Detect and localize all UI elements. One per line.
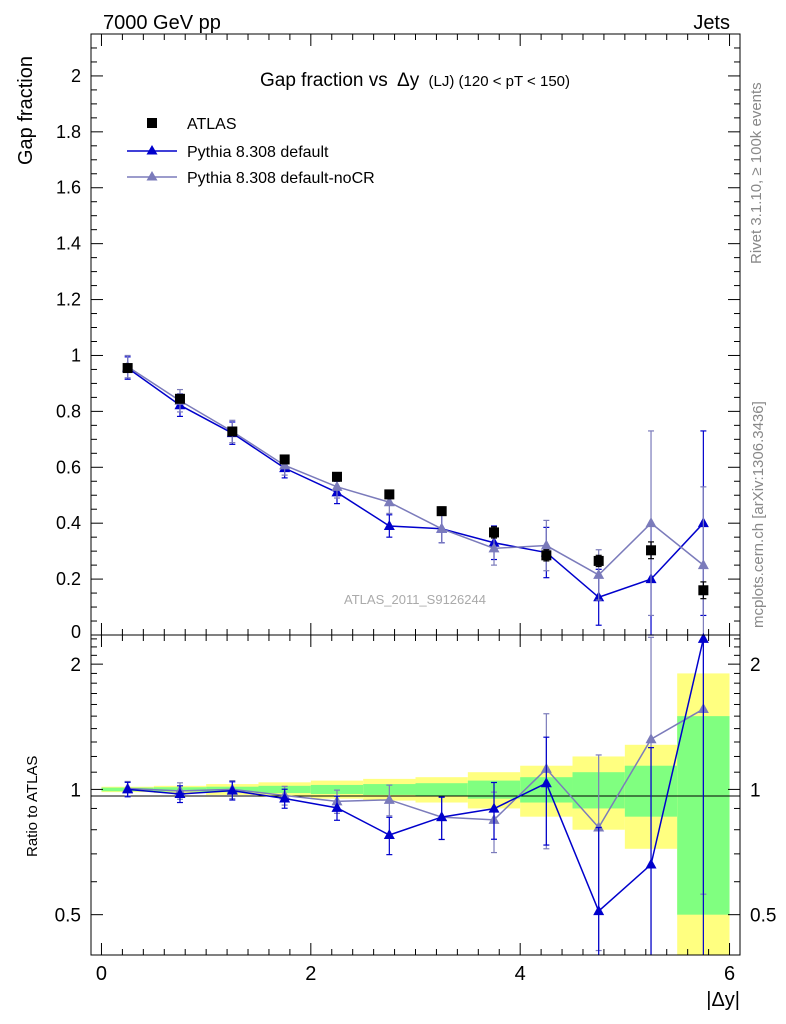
pythia-nocr-point (331, 480, 343, 491)
y-tick-label: 0.6 (56, 457, 81, 477)
atlas-point (227, 426, 238, 437)
mcplots-label: mcplots.cern.ch [arXiv:1306.3436] (750, 401, 767, 628)
pythia-nocr-point (383, 496, 395, 507)
ratio-pythia-default-point (697, 632, 709, 643)
legend-marker-atlas (147, 118, 157, 128)
ratio-y-tick-label-right: 0.5 (750, 906, 776, 927)
legend-label-nocr: Pythia 8.308 default-noCR (187, 170, 375, 187)
ratio-pythia-default-point (279, 792, 291, 803)
x-tick-label: 2 (305, 963, 316, 985)
atlas-point (698, 585, 709, 596)
x-tick-label: 4 (515, 963, 526, 985)
rivet-label: Rivet 3.1.10, ≥ 100k events (748, 82, 765, 264)
plot-title-main: Gap fraction vs (260, 70, 388, 91)
ratio-pythia-default-point (436, 811, 448, 822)
ratio-pythia-nocr-point (383, 793, 395, 804)
pythia-default-line (127, 367, 704, 599)
plot-title-delta: Δy (397, 70, 420, 91)
atlas-point (436, 506, 447, 517)
uncertainty-band-inner (310, 784, 364, 794)
ratio-pythia-default-point (331, 801, 343, 812)
ratio-pythia-default-point (383, 829, 395, 840)
y-tick-label: 1 (71, 345, 81, 365)
watermark: ATLAS_2011_S9126244 (344, 592, 486, 607)
ratio-y-tick-label: 0.5 (55, 906, 81, 927)
pythia-default-point (383, 519, 395, 530)
y-tick-label: 0.2 (56, 569, 81, 589)
plot-title-sub: (LJ) (120 < pT < 150) (429, 73, 570, 90)
x-tick-label: 6 (724, 963, 735, 985)
atlas-point (279, 454, 290, 465)
y-tick-label: 1.6 (56, 178, 81, 198)
pythia-nocr-point (540, 539, 552, 550)
atlas-point (489, 527, 500, 538)
header-right: Jets (693, 12, 730, 34)
pythia-nocr-point (697, 559, 709, 570)
ratio-y-tick-label: 1 (70, 780, 81, 801)
atlas-point (646, 545, 657, 556)
pythia-nocr-point (436, 522, 448, 533)
plot-title: Gap fraction vs Δy (LJ) (120 < pT < 150) (260, 70, 570, 91)
ratio-y-axis-title: Ratio to ATLAS (24, 756, 41, 857)
atlas-point (122, 363, 133, 374)
pythia-nocr-point (488, 542, 500, 553)
y-tick-label: 1.8 (56, 122, 81, 142)
ratio-pythia-default-point (226, 784, 238, 795)
ratio-y-tick-label-right: 1 (750, 780, 761, 801)
ratio-y-tick-label: 2 (70, 655, 81, 676)
ratio-y-tick-label-right: 2 (750, 655, 761, 676)
ratio-pythia-default-line (127, 638, 705, 913)
pythia-nocr-point (593, 568, 605, 579)
y-tick-label: 0.8 (56, 401, 81, 421)
header-left: 7000 GeV pp (103, 12, 221, 34)
ratio-pythia-default-point (645, 858, 657, 869)
x-tick-label: 0 (96, 963, 107, 985)
atlas-point (384, 489, 395, 500)
uncertainty-band-inner (415, 783, 468, 796)
atlas-point (541, 550, 552, 561)
y-axis-title: Gap fraction (15, 56, 37, 165)
y-tick-label: 1.2 (56, 290, 81, 310)
pythia-nocr-line (127, 366, 704, 576)
pythia-nocr-point (645, 517, 657, 528)
legend: ATLAS Pythia 8.308 default Pythia 8.308 … (127, 116, 375, 187)
atlas-point (174, 393, 185, 404)
ratio-pythia-default-point (488, 802, 500, 813)
ratio-pythia-default-point (540, 777, 552, 788)
y-tick-label: 2 (71, 66, 81, 86)
main-plot-panel: ATLAS_2011_S9126244 0.2 0.4 0.6 0.8 1 1.2 1.4 1… (15, 33, 741, 642)
ratio-pythia-nocr-point (593, 821, 605, 832)
x-axis-title: |Δy| (706, 989, 740, 1011)
y-tick-label-zero: 0 (71, 622, 81, 642)
legend-label-atlas: ATLAS (187, 116, 237, 133)
ratio-pythia-nocr-point (645, 733, 657, 744)
legend-marker-nocr (146, 171, 158, 181)
ratio-pythia-nocr-line (127, 708, 704, 829)
atlas-point (331, 471, 342, 482)
atlas-point (593, 555, 604, 566)
ratio-pythia-default-point (174, 787, 186, 798)
legend-marker-default (146, 145, 158, 155)
ratio-pythia-default-point (593, 905, 605, 916)
ratio-plot-panel: 0.5 0.5 1 1 2 2 0 2 4 6 Ratio to ATLAS |Δy| (24, 632, 776, 1011)
ratio-pythia-default-point (122, 783, 134, 794)
y-tick-label: 0.4 (56, 513, 81, 533)
legend-label-default: Pythia 8.308 default (187, 144, 329, 161)
y-tick-label: 1.4 (56, 234, 81, 254)
